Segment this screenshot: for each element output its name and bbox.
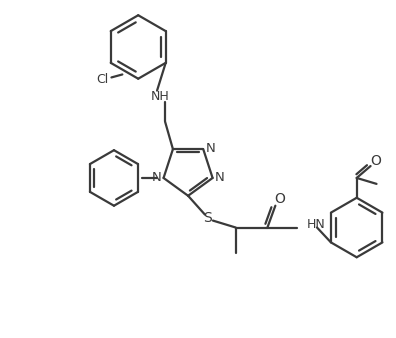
Text: N: N (205, 142, 215, 155)
Text: N: N (215, 171, 225, 185)
Text: O: O (274, 192, 285, 206)
Text: Cl: Cl (96, 73, 109, 86)
Text: N: N (152, 171, 162, 185)
Text: O: O (370, 154, 381, 168)
Text: S: S (204, 211, 212, 224)
Text: NH: NH (150, 90, 169, 103)
Text: HN: HN (307, 218, 326, 231)
